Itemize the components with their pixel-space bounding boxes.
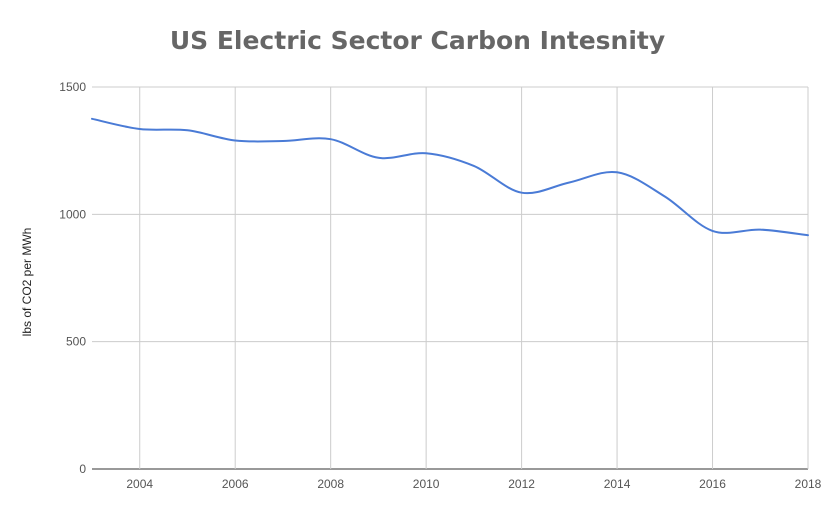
y-tick-label: 500	[66, 335, 86, 349]
series-line	[91, 117, 809, 237]
chart-title: US Electric Sector Carbon Intesnity	[169, 26, 666, 55]
y-tick-label: 1000	[59, 207, 86, 221]
x-tick-label: 2010	[413, 477, 440, 491]
y-tick-label: 1500	[59, 80, 86, 94]
x-tick-labels: 2004 2006 2008 2010 2012 2014 2016 2018	[126, 477, 821, 491]
gridlines	[92, 86, 809, 470]
x-tick-label: 2006	[222, 477, 249, 491]
series-group	[91, 117, 809, 237]
x-tick-label: 2008	[317, 477, 344, 491]
x-tick-label: 2004	[126, 477, 153, 491]
x-tick-label: 2012	[508, 477, 535, 491]
y-tick-labels: 0 500 1000 1500	[59, 80, 86, 476]
x-tick-label: 2018	[795, 477, 822, 491]
x-tick-label: 2016	[699, 477, 726, 491]
x-tick-label: 2014	[604, 477, 631, 491]
y-tick-label: 0	[79, 462, 86, 476]
